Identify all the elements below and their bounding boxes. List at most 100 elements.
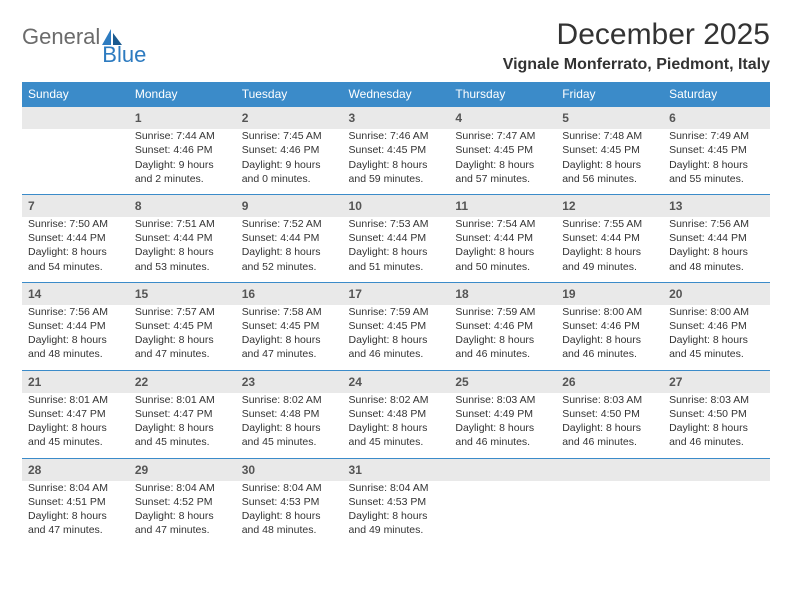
sunrise-text: Sunrise: 7:48 AM (562, 129, 657, 143)
daylight-text: Daylight: 8 hours and 51 minutes. (349, 245, 444, 273)
daylight-text: Daylight: 8 hours and 59 minutes. (349, 158, 444, 186)
sunrise-text: Sunrise: 8:02 AM (349, 393, 444, 407)
sunset-text: Sunset: 4:44 PM (349, 231, 444, 245)
day-info-cell: Sunrise: 7:57 AMSunset: 4:45 PMDaylight:… (129, 305, 236, 370)
day-number-cell: 2 (236, 107, 343, 130)
daylight-text: Daylight: 9 hours and 2 minutes. (135, 158, 230, 186)
sunset-text: Sunset: 4:45 PM (242, 319, 337, 333)
header: General Blue December 2025 Vignale Monfe… (22, 18, 770, 74)
daylight-text: Daylight: 8 hours and 46 minutes. (562, 421, 657, 449)
day-info-cell: Sunrise: 8:03 AMSunset: 4:50 PMDaylight:… (663, 393, 770, 458)
sunrise-text: Sunrise: 7:56 AM (28, 305, 123, 319)
day-info-cell: Sunrise: 8:01 AMSunset: 4:47 PMDaylight:… (22, 393, 129, 458)
day-number-cell: 22 (129, 370, 236, 393)
sunset-text: Sunset: 4:46 PM (242, 143, 337, 157)
sunset-text: Sunset: 4:44 PM (28, 231, 123, 245)
sunset-text: Sunset: 4:51 PM (28, 495, 123, 509)
day-info-cell: Sunrise: 7:55 AMSunset: 4:44 PMDaylight:… (556, 217, 663, 282)
day-header: Friday (556, 82, 663, 107)
day-info-cell: Sunrise: 7:59 AMSunset: 4:45 PMDaylight:… (343, 305, 450, 370)
sunrise-text: Sunrise: 7:56 AM (669, 217, 764, 231)
sunset-text: Sunset: 4:48 PM (242, 407, 337, 421)
day-number-cell: 17 (343, 282, 450, 305)
day-number-cell: 9 (236, 194, 343, 217)
sunset-text: Sunset: 4:50 PM (669, 407, 764, 421)
day-number-cell: 7 (22, 194, 129, 217)
day-number-cell: 25 (449, 370, 556, 393)
day-number-cell: 4 (449, 107, 556, 130)
day-number-cell: 12 (556, 194, 663, 217)
sunrise-text: Sunrise: 7:53 AM (349, 217, 444, 231)
daylight-text: Daylight: 8 hours and 46 minutes. (349, 333, 444, 361)
sunset-text: Sunset: 4:47 PM (135, 407, 230, 421)
sunset-text: Sunset: 4:53 PM (349, 495, 444, 509)
daylight-text: Daylight: 8 hours and 46 minutes. (669, 421, 764, 449)
day-number-cell: 15 (129, 282, 236, 305)
day-header: Thursday (449, 82, 556, 107)
sunrise-text: Sunrise: 8:04 AM (28, 481, 123, 495)
daylight-text: Daylight: 8 hours and 46 minutes. (455, 421, 550, 449)
daylight-text: Daylight: 8 hours and 48 minutes. (242, 509, 337, 537)
sunrise-text: Sunrise: 8:01 AM (135, 393, 230, 407)
day-info-cell: Sunrise: 7:44 AMSunset: 4:46 PMDaylight:… (129, 129, 236, 194)
sunset-text: Sunset: 4:48 PM (349, 407, 444, 421)
day-info-cell: Sunrise: 7:59 AMSunset: 4:46 PMDaylight:… (449, 305, 556, 370)
daylight-text: Daylight: 8 hours and 52 minutes. (242, 245, 337, 273)
sunrise-text: Sunrise: 7:44 AM (135, 129, 230, 143)
daylight-text: Daylight: 8 hours and 48 minutes. (669, 245, 764, 273)
day-header: Saturday (663, 82, 770, 107)
sunrise-text: Sunrise: 7:51 AM (135, 217, 230, 231)
day-info-cell: Sunrise: 7:53 AMSunset: 4:44 PMDaylight:… (343, 217, 450, 282)
day-number-cell: 26 (556, 370, 663, 393)
daylight-text: Daylight: 8 hours and 46 minutes. (455, 333, 550, 361)
title-block: December 2025 Vignale Monferrato, Piedmo… (503, 18, 770, 74)
day-info-cell: Sunrise: 7:54 AMSunset: 4:44 PMDaylight:… (449, 217, 556, 282)
sunrise-text: Sunrise: 7:59 AM (455, 305, 550, 319)
day-info-cell: Sunrise: 7:52 AMSunset: 4:44 PMDaylight:… (236, 217, 343, 282)
day-number-cell: 3 (343, 107, 450, 130)
sunset-text: Sunset: 4:45 PM (349, 319, 444, 333)
day-number-cell: 28 (22, 458, 129, 481)
day-number-cell: 18 (449, 282, 556, 305)
logo-text-blue: Blue (102, 42, 146, 68)
sunset-text: Sunset: 4:49 PM (455, 407, 550, 421)
daylight-text: Daylight: 8 hours and 47 minutes. (28, 509, 123, 537)
day-info-cell: Sunrise: 8:00 AMSunset: 4:46 PMDaylight:… (556, 305, 663, 370)
sunrise-text: Sunrise: 7:52 AM (242, 217, 337, 231)
sunset-text: Sunset: 4:46 PM (455, 319, 550, 333)
sunset-text: Sunset: 4:53 PM (242, 495, 337, 509)
day-number-cell: 29 (129, 458, 236, 481)
day-info-cell (556, 481, 663, 546)
info-row: Sunrise: 8:01 AMSunset: 4:47 PMDaylight:… (22, 393, 770, 458)
daylight-text: Daylight: 8 hours and 53 minutes. (135, 245, 230, 273)
info-row: Sunrise: 8:04 AMSunset: 4:51 PMDaylight:… (22, 481, 770, 546)
sunrise-text: Sunrise: 8:02 AM (242, 393, 337, 407)
sunrise-text: Sunrise: 8:04 AM (242, 481, 337, 495)
day-info-cell (449, 481, 556, 546)
day-number-cell: 14 (22, 282, 129, 305)
sunrise-text: Sunrise: 8:00 AM (669, 305, 764, 319)
day-number-cell: 5 (556, 107, 663, 130)
sunrise-text: Sunrise: 7:49 AM (669, 129, 764, 143)
daylight-text: Daylight: 8 hours and 45 minutes. (669, 333, 764, 361)
day-info-cell: Sunrise: 7:51 AMSunset: 4:44 PMDaylight:… (129, 217, 236, 282)
month-title: December 2025 (503, 18, 770, 52)
day-info-cell: Sunrise: 7:47 AMSunset: 4:45 PMDaylight:… (449, 129, 556, 194)
day-info-cell (663, 481, 770, 546)
day-info-cell (22, 129, 129, 194)
sunrise-text: Sunrise: 7:54 AM (455, 217, 550, 231)
sunrise-text: Sunrise: 8:03 AM (669, 393, 764, 407)
day-info-cell: Sunrise: 8:00 AMSunset: 4:46 PMDaylight:… (663, 305, 770, 370)
daylight-text: Daylight: 9 hours and 0 minutes. (242, 158, 337, 186)
daylight-text: Daylight: 8 hours and 55 minutes. (669, 158, 764, 186)
day-info-cell: Sunrise: 7:56 AMSunset: 4:44 PMDaylight:… (663, 217, 770, 282)
daylight-text: Daylight: 8 hours and 47 minutes. (242, 333, 337, 361)
daylight-text: Daylight: 8 hours and 46 minutes. (562, 333, 657, 361)
calendar-table: SundayMondayTuesdayWednesdayThursdayFrid… (22, 82, 770, 545)
day-number-cell: 20 (663, 282, 770, 305)
day-number-cell: 13 (663, 194, 770, 217)
day-number-cell: 21 (22, 370, 129, 393)
sunset-text: Sunset: 4:50 PM (562, 407, 657, 421)
day-header: Monday (129, 82, 236, 107)
daylight-text: Daylight: 8 hours and 45 minutes. (135, 421, 230, 449)
